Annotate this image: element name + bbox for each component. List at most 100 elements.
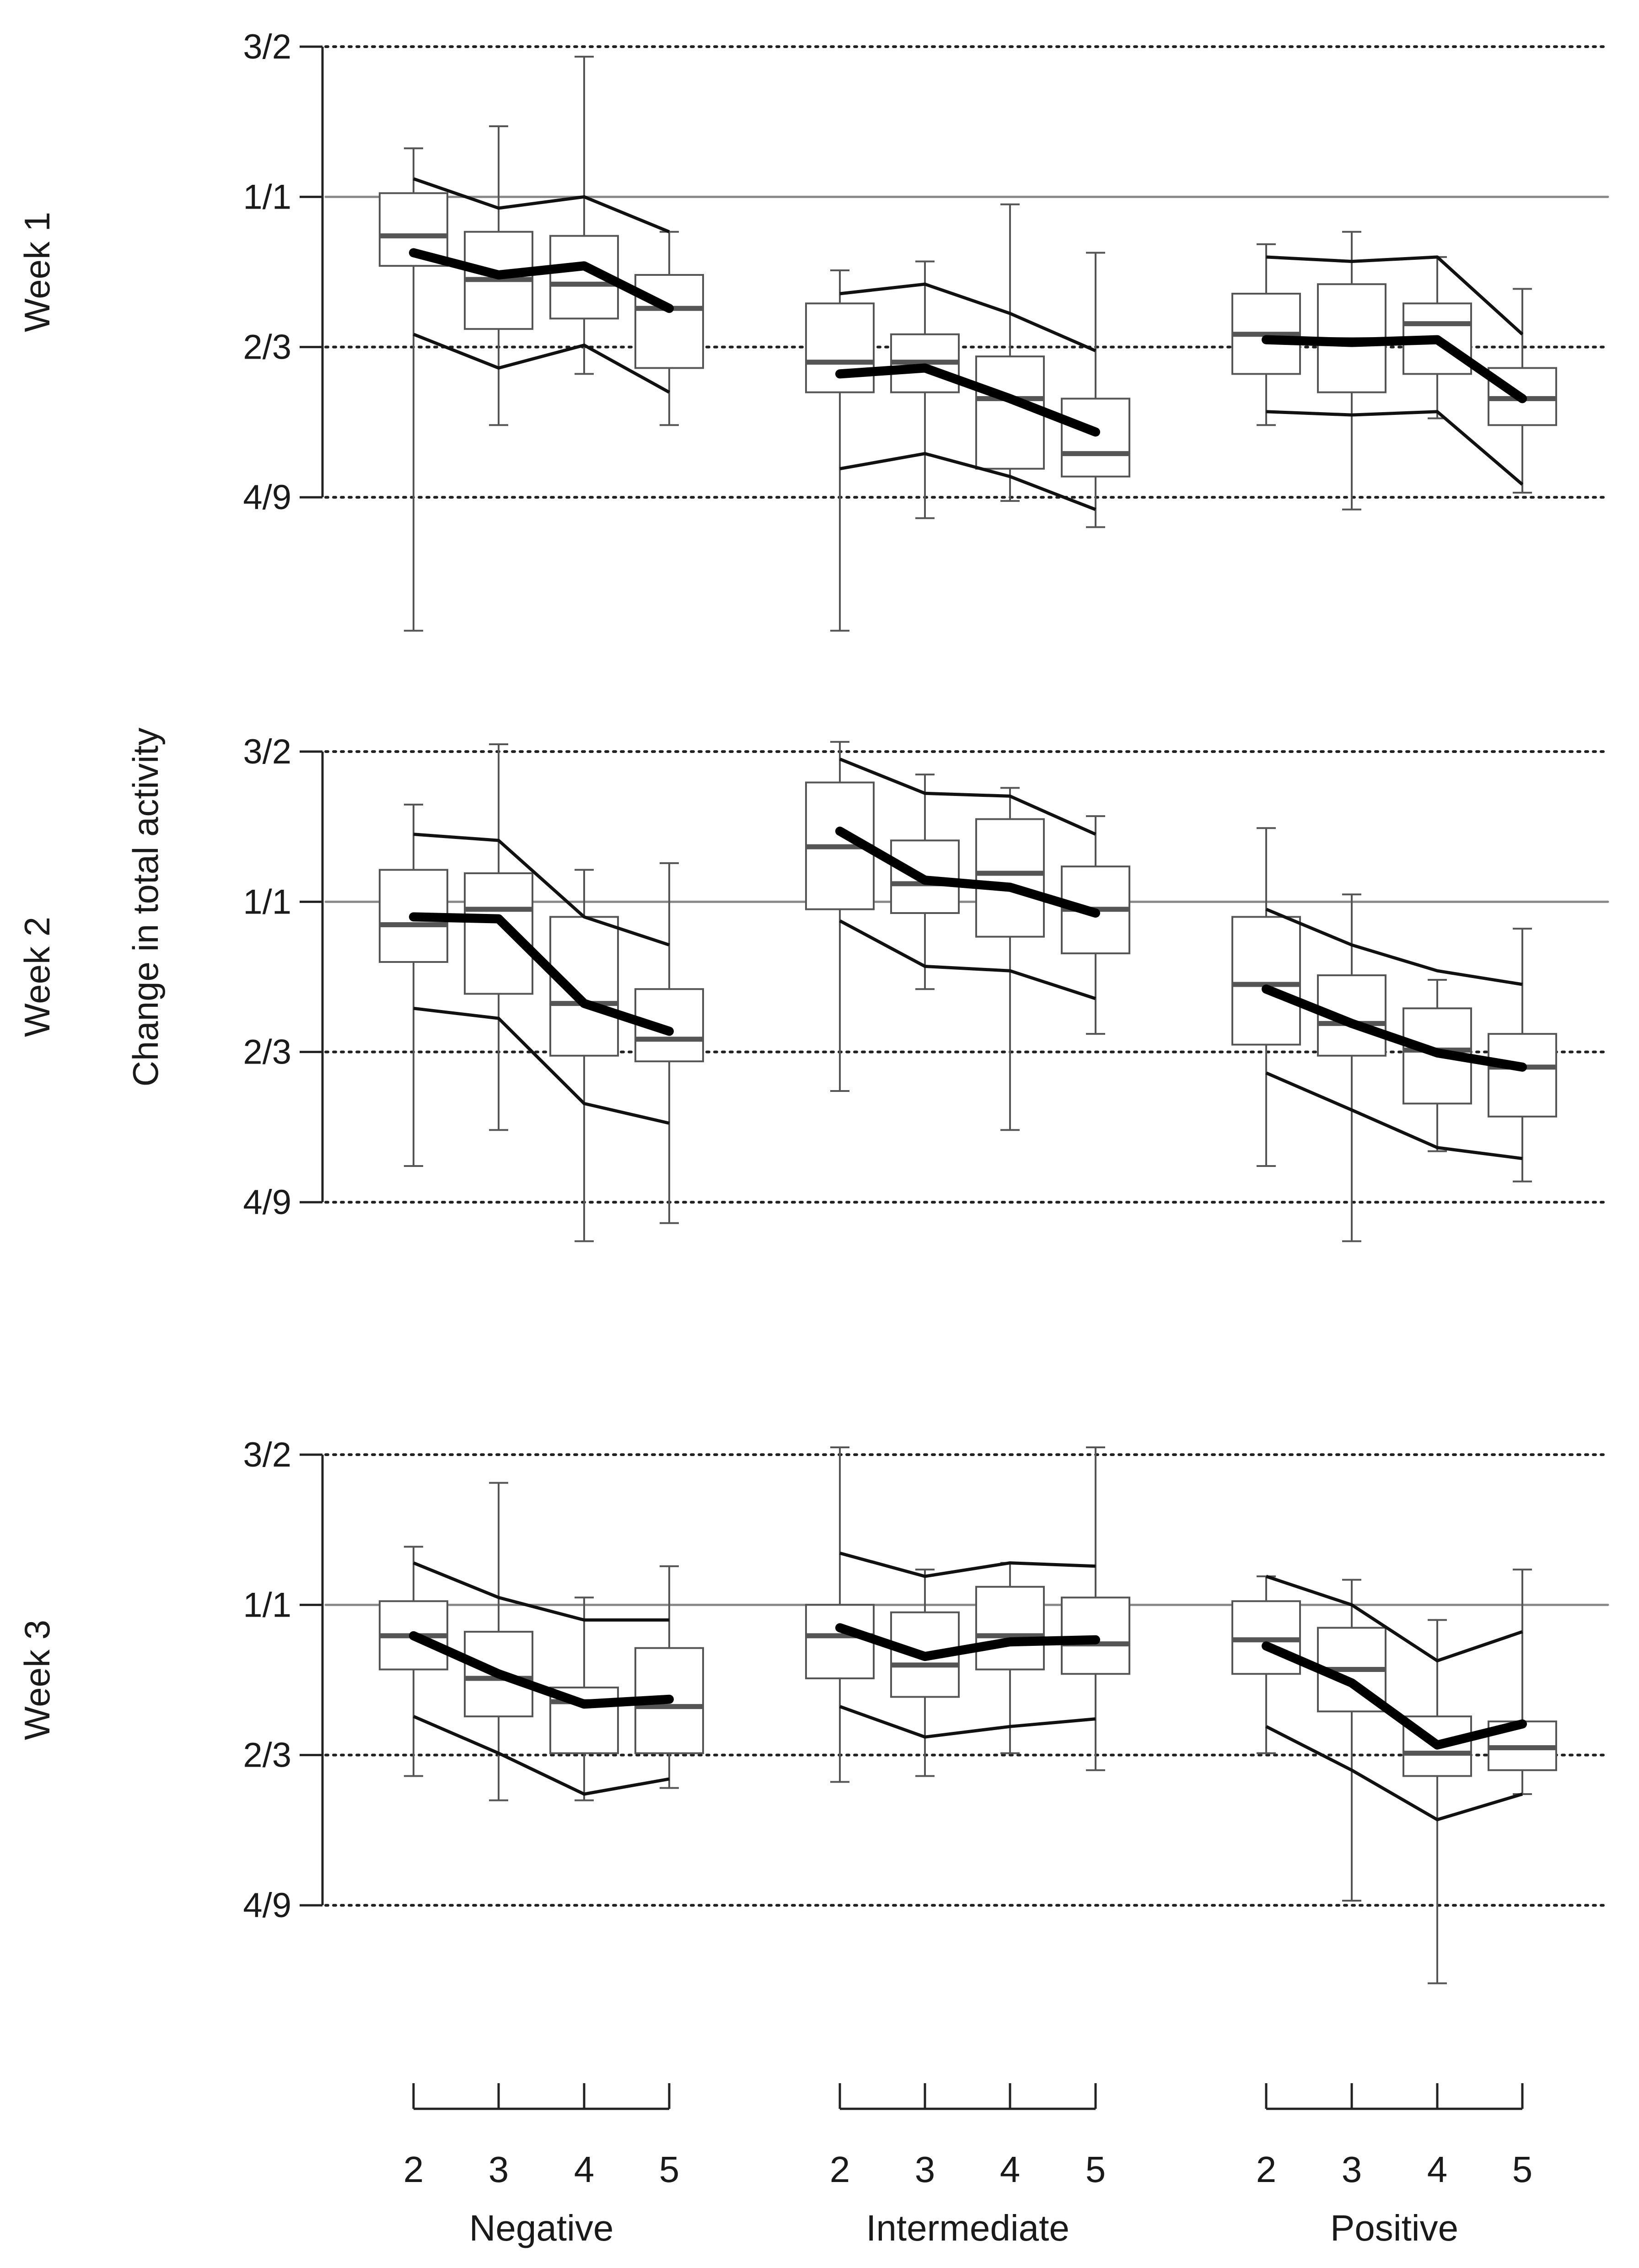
box <box>890 260 960 519</box>
group-intermediate <box>805 203 1130 632</box>
box-iqr <box>975 1585 1045 1671</box>
group-positive <box>1231 1569 1557 1984</box>
y-tick-label: 2/3 <box>243 328 291 367</box>
mean-trend-line <box>1262 984 1527 1072</box>
panel-title: Week 1 <box>17 212 57 332</box>
lower-band-line <box>413 333 670 394</box>
box-iqr <box>975 355 1045 470</box>
lower-band-line <box>1265 1725 1523 1822</box>
y-tick-label: 4/9 <box>243 1183 291 1222</box>
x-tick-label: 5 <box>1512 2149 1533 2190</box>
panel-week-3: Week 3 3/2 1/1 2/3 4/9 <box>17 1435 1609 1984</box>
box <box>464 125 533 426</box>
box <box>379 147 448 632</box>
lower-band-line <box>839 1705 1096 1739</box>
lower-band-line <box>839 452 1096 511</box>
x-tick-label: 5 <box>659 2149 680 2190</box>
box-iqr <box>1231 916 1301 1046</box>
box-iqr <box>634 274 704 369</box>
y-tick-label: 3/2 <box>243 27 291 66</box>
group-positive <box>1231 231 1557 511</box>
x-tick-label: 3 <box>915 2149 935 2190</box>
x-axis-group-intermediate: 2 3 4 5 Intermediate <box>830 2083 1106 2248</box>
panel-week-1: Week 1 3/2 1/1 2/3 4/9 <box>17 27 1609 632</box>
y-tick-label: 1/1 <box>243 1585 291 1624</box>
mean-trend-line <box>409 248 674 313</box>
mean-trend-line <box>1262 1641 1527 1750</box>
box <box>464 743 533 1131</box>
box-iqr <box>805 302 875 393</box>
y-axis-label: Change in total activity <box>125 728 166 1087</box>
y-tick-label: 4/9 <box>243 478 291 517</box>
box-iqr <box>549 916 619 1057</box>
lower-band-line <box>413 1714 670 1796</box>
upper-band-line <box>413 1561 669 1622</box>
y-tick-label: 2/3 <box>243 1033 291 1072</box>
y-tick-label: 1/1 <box>243 882 291 921</box>
x-axis-group-positive: 2 3 4 5 Positive <box>1256 2083 1533 2248</box>
group-negative <box>379 55 704 632</box>
group-intermediate <box>805 741 1130 1131</box>
x-tick-label: 4 <box>1000 2149 1021 2190</box>
x-group-label: Negative <box>469 2208 614 2248</box>
y-tick-label: 1/1 <box>243 177 291 216</box>
group-intermediate <box>805 1446 1130 1783</box>
box <box>805 1446 875 1783</box>
y-tick-label: 3/2 <box>243 1435 291 1474</box>
x-axis: 2 3 4 5 Negative 2 3 4 5 Intermediate 2 3 4 5 Positive <box>403 2083 1533 2248</box>
lower-band-line <box>839 919 1096 1000</box>
upper-band-line <box>413 833 670 947</box>
panel-week-2: Week 2 3/2 1/1 2/3 4/9 <box>17 732 1609 1242</box>
mean-trend-line <box>409 1631 674 1709</box>
box <box>634 231 704 426</box>
group-positive <box>1231 827 1557 1242</box>
x-group-label: Positive <box>1330 2208 1458 2248</box>
x-tick-label: 2 <box>1256 2149 1277 2190</box>
upper-band-line <box>1265 1575 1523 1662</box>
upper-band-line <box>839 758 1096 836</box>
box <box>1061 252 1130 528</box>
group-negative <box>379 1482 704 1801</box>
upper-band-line <box>413 177 670 233</box>
y-tick-label: 4/9 <box>243 1886 291 1925</box>
lower-band-line <box>1266 410 1524 486</box>
mean-trend-line <box>835 1623 1100 1661</box>
x-tick-label: 4 <box>574 2149 595 2190</box>
box <box>1231 1575 1301 1754</box>
panel-title: Week 2 <box>17 917 57 1037</box>
lower-band-line <box>1265 1071 1523 1161</box>
x-group-label: Intermediate <box>866 2208 1069 2248</box>
mean-trend-line <box>835 827 1100 918</box>
box-iqr <box>975 818 1045 938</box>
box-iqr <box>1488 1033 1557 1118</box>
x-tick-label: 3 <box>1342 2149 1362 2190</box>
mean-trend-line <box>1262 335 1527 403</box>
upper-band-line <box>839 282 1096 353</box>
mean-trend-line <box>409 912 674 1036</box>
box <box>975 787 1045 1131</box>
lower-band-line <box>413 1006 670 1125</box>
group-negative <box>379 743 704 1242</box>
y-tick-label: 3/2 <box>243 732 291 771</box>
x-tick-label: 3 <box>489 2149 509 2190</box>
upper-band-line <box>1265 908 1523 986</box>
box-iqr <box>464 872 533 995</box>
upper-band-line <box>839 1551 1096 1578</box>
box <box>464 1482 533 1801</box>
panel-title: Week 3 <box>17 1620 57 1740</box>
box <box>975 203 1045 502</box>
x-tick-label: 5 <box>1086 2149 1106 2190</box>
box <box>1231 827 1301 1167</box>
upper-band-line <box>1266 255 1524 336</box>
x-axis-group-negative: 2 3 4 5 Negative <box>403 2083 680 2248</box>
box-iqr <box>805 1604 875 1680</box>
box <box>1231 243 1301 426</box>
x-tick-label: 2 <box>830 2149 850 2190</box>
box-iqr <box>1061 398 1130 478</box>
x-tick-label: 4 <box>1427 2149 1448 2190</box>
box-iqr <box>379 192 448 267</box>
box <box>975 1562 1045 1754</box>
mean-trend-line <box>835 363 1100 437</box>
